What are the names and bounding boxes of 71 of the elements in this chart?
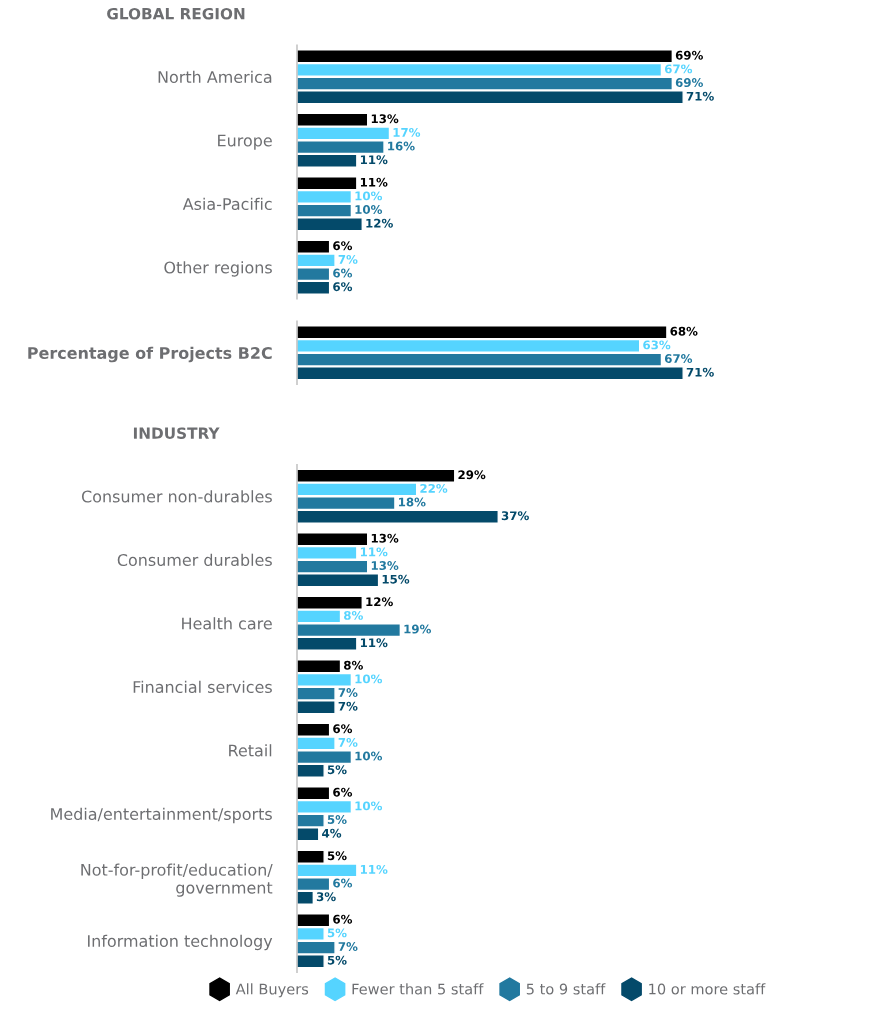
data-label: 13% (371, 561, 399, 570)
data-label: 11% (360, 864, 388, 874)
data-label: 10% (355, 751, 383, 761)
y-tick-label: Consumer durables (117, 553, 272, 567)
y-tick-label: Percentage of Projects B2C (28, 346, 272, 363)
data-label: 69% (675, 50, 703, 60)
data-label: 68% (670, 326, 698, 336)
data-label: 63% (643, 340, 671, 350)
data-label: 7% (338, 737, 358, 747)
legend-label: 5 to 9 staff (526, 983, 606, 995)
data-label: 15% (382, 574, 410, 584)
data-label: 11% (360, 547, 388, 557)
data-label: 6% (333, 914, 353, 924)
chart-title: INDUSTRY (133, 427, 220, 439)
data-label: 16% (388, 141, 415, 151)
data-label: 5% (327, 928, 347, 938)
data-label: 13% (371, 114, 399, 124)
y-tick-label: Financial services (133, 680, 272, 694)
data-label: 71% (686, 91, 714, 101)
y-tick-label: Retail (229, 744, 272, 757)
data-label: 6% (333, 241, 353, 251)
data-label: 5% (327, 815, 347, 824)
data-label: 7% (338, 942, 358, 951)
data-label: 67% (664, 354, 693, 363)
data-label: 3% (316, 892, 336, 902)
data-label: 37% (501, 511, 529, 521)
chart-title: GLOBAL REGION (107, 7, 245, 20)
data-label: 11% (360, 638, 388, 648)
legend-label: Fewer than 5 staff (352, 983, 484, 995)
data-label: 13% (371, 533, 399, 543)
data-label: 10% (355, 205, 383, 214)
y-tick-label: Information technology (88, 934, 273, 951)
data-label: 18% (399, 497, 426, 507)
y-tick-label: Consumer non-durables (81, 490, 272, 503)
data-label: 8% (344, 610, 363, 620)
data-label: 6% (333, 268, 353, 278)
data-label: 8% (344, 660, 363, 670)
data-label: 5% (327, 851, 347, 861)
data-label: 10% (355, 801, 383, 811)
data-label: 11% (360, 155, 388, 165)
data-label: 4% (322, 828, 342, 838)
y-tick-label: Not-for-profit/education/ government (81, 863, 273, 897)
y-tick-label: Europe (218, 134, 272, 150)
y-tick-label: Health care (182, 617, 272, 630)
data-label: 12% (366, 218, 393, 228)
legend-label: 10 or more staff (649, 983, 766, 995)
y-tick-label: Media/entertainment/sports (51, 807, 272, 824)
data-label: 10% (355, 191, 383, 201)
data-label: 7% (338, 688, 358, 697)
data-label: 67% (664, 64, 693, 74)
data-label: 71% (686, 367, 714, 377)
data-label: 6% (333, 282, 353, 292)
data-label: 6% (333, 724, 353, 734)
data-label: 11% (360, 177, 388, 187)
data-label: 69% (675, 78, 703, 87)
data-label: 7% (338, 254, 358, 264)
data-label: 12% (366, 597, 393, 607)
data-label: 7% (338, 701, 358, 711)
legend-label: All Buyers (235, 983, 309, 998)
y-tick-label: Asia-Pacific (182, 197, 272, 211)
y-tick-label: Other regions (164, 261, 272, 277)
data-label: 17% (393, 127, 421, 137)
data-label: 5% (327, 765, 347, 775)
y-tick-label: North America (158, 70, 272, 84)
data-label: 29% (458, 470, 486, 480)
data-label: 22% (420, 483, 448, 493)
data-label: 5% (327, 955, 347, 965)
data-label: 6% (333, 878, 353, 888)
data-label: 19% (404, 624, 432, 634)
data-label: 6% (333, 787, 353, 797)
data-label: 10% (355, 674, 383, 684)
